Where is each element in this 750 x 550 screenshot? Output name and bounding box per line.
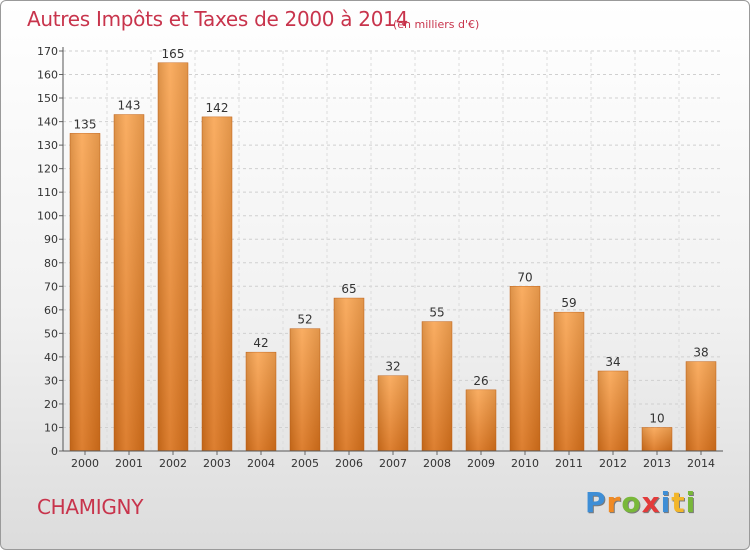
brand-letter: x <box>641 486 661 519</box>
bar-shading <box>290 328 320 451</box>
data-label: 135 <box>74 117 97 131</box>
brand-letter: r <box>606 486 622 519</box>
x-tick-label: 2011 <box>555 457 583 470</box>
data-label: 70 <box>517 270 532 284</box>
bar-shading <box>246 352 276 451</box>
y-tick-label: 150 <box>37 92 58 105</box>
y-tick-label: 0 <box>51 445 58 458</box>
y-tick-label: 120 <box>37 163 58 176</box>
bar-shading <box>202 116 232 451</box>
y-tick-label: 50 <box>44 327 58 340</box>
y-tick-label: 140 <box>37 116 58 129</box>
bar-shading <box>158 62 188 451</box>
bars <box>69 62 717 452</box>
y-tick-label: 70 <box>44 280 58 293</box>
x-tick-label: 2013 <box>643 457 671 470</box>
bar-shading <box>378 375 408 451</box>
data-label: 42 <box>253 336 268 350</box>
data-label: 52 <box>297 313 312 327</box>
chart-unit: (en milliers d'€) <box>393 18 480 31</box>
bar-shading <box>70 133 100 451</box>
data-label: 143 <box>118 99 141 113</box>
data-label: 59 <box>561 296 576 310</box>
y-tick-label: 130 <box>37 139 58 152</box>
x-tick-label: 2005 <box>291 457 319 470</box>
y-tick-label: 160 <box>37 69 58 82</box>
x-tick-label: 2002 <box>159 457 187 470</box>
data-label: 10 <box>649 411 664 425</box>
y-tick-label: 30 <box>44 374 58 387</box>
x-tick-label: 2006 <box>335 457 363 470</box>
data-label: 38 <box>693 346 708 360</box>
y-tick-label: 60 <box>44 304 58 317</box>
x-tick-label: 2007 <box>379 457 407 470</box>
bar-shading <box>554 312 584 451</box>
bar-shading <box>510 286 540 451</box>
brand-letter: i <box>685 486 697 519</box>
data-label: 142 <box>206 101 229 115</box>
proxiti-logo[interactable]: Proxiti <box>585 486 696 519</box>
x-tick-label: 2012 <box>599 457 627 470</box>
x-tick-label: 2003 <box>203 457 231 470</box>
brand-letter: i <box>660 486 672 519</box>
data-label: 26 <box>473 374 488 388</box>
brand-letter: o <box>621 486 642 519</box>
data-labels: 135 143 165 142 42 52 65 32 55 26 70 59 34 10 38 <box>74 47 709 426</box>
y-tick-label: 40 <box>44 351 58 364</box>
x-tick-label: 2010 <box>511 457 539 470</box>
bar-shading <box>598 371 628 451</box>
y-tick-label: 110 <box>37 186 58 199</box>
y-tick-label: 100 <box>37 210 58 223</box>
y-tick-label: 20 <box>44 398 58 411</box>
y-tick-label: 80 <box>44 257 58 270</box>
x-tick-label: 2001 <box>115 457 143 470</box>
bar-shading <box>686 361 716 451</box>
bar-shading <box>466 389 496 451</box>
x-tick-label: 2004 <box>247 457 275 470</box>
bar-shading <box>642 427 672 451</box>
data-label: 34 <box>605 355 620 369</box>
x-tick-label: 2000 <box>71 457 99 470</box>
data-label: 165 <box>162 47 185 61</box>
data-label: 65 <box>341 282 356 296</box>
x-tick-label: 2014 <box>687 457 715 470</box>
x-tick-label: 2009 <box>467 457 495 470</box>
data-label: 32 <box>385 360 400 374</box>
bar-shading <box>114 114 144 451</box>
commune-name: CHAMIGNY <box>37 495 144 519</box>
x-tick-label: 2008 <box>423 457 451 470</box>
axes: 0 10 20 30 40 50 60 70 80 90 100 110 120 130 140 150 160… <box>37 45 723 470</box>
y-tick-label: 90 <box>44 233 58 246</box>
brand-letter: t <box>671 486 686 519</box>
brand-letter: P <box>585 486 607 519</box>
data-label: 55 <box>429 306 444 320</box>
y-tick-label: 170 <box>37 45 58 58</box>
y-tick-label: 10 <box>44 421 58 434</box>
chart-title: Autres Impôts et Taxes de 2000 à 2014 <box>27 7 408 31</box>
bar-shading <box>422 321 452 451</box>
bar-shading <box>334 298 364 451</box>
